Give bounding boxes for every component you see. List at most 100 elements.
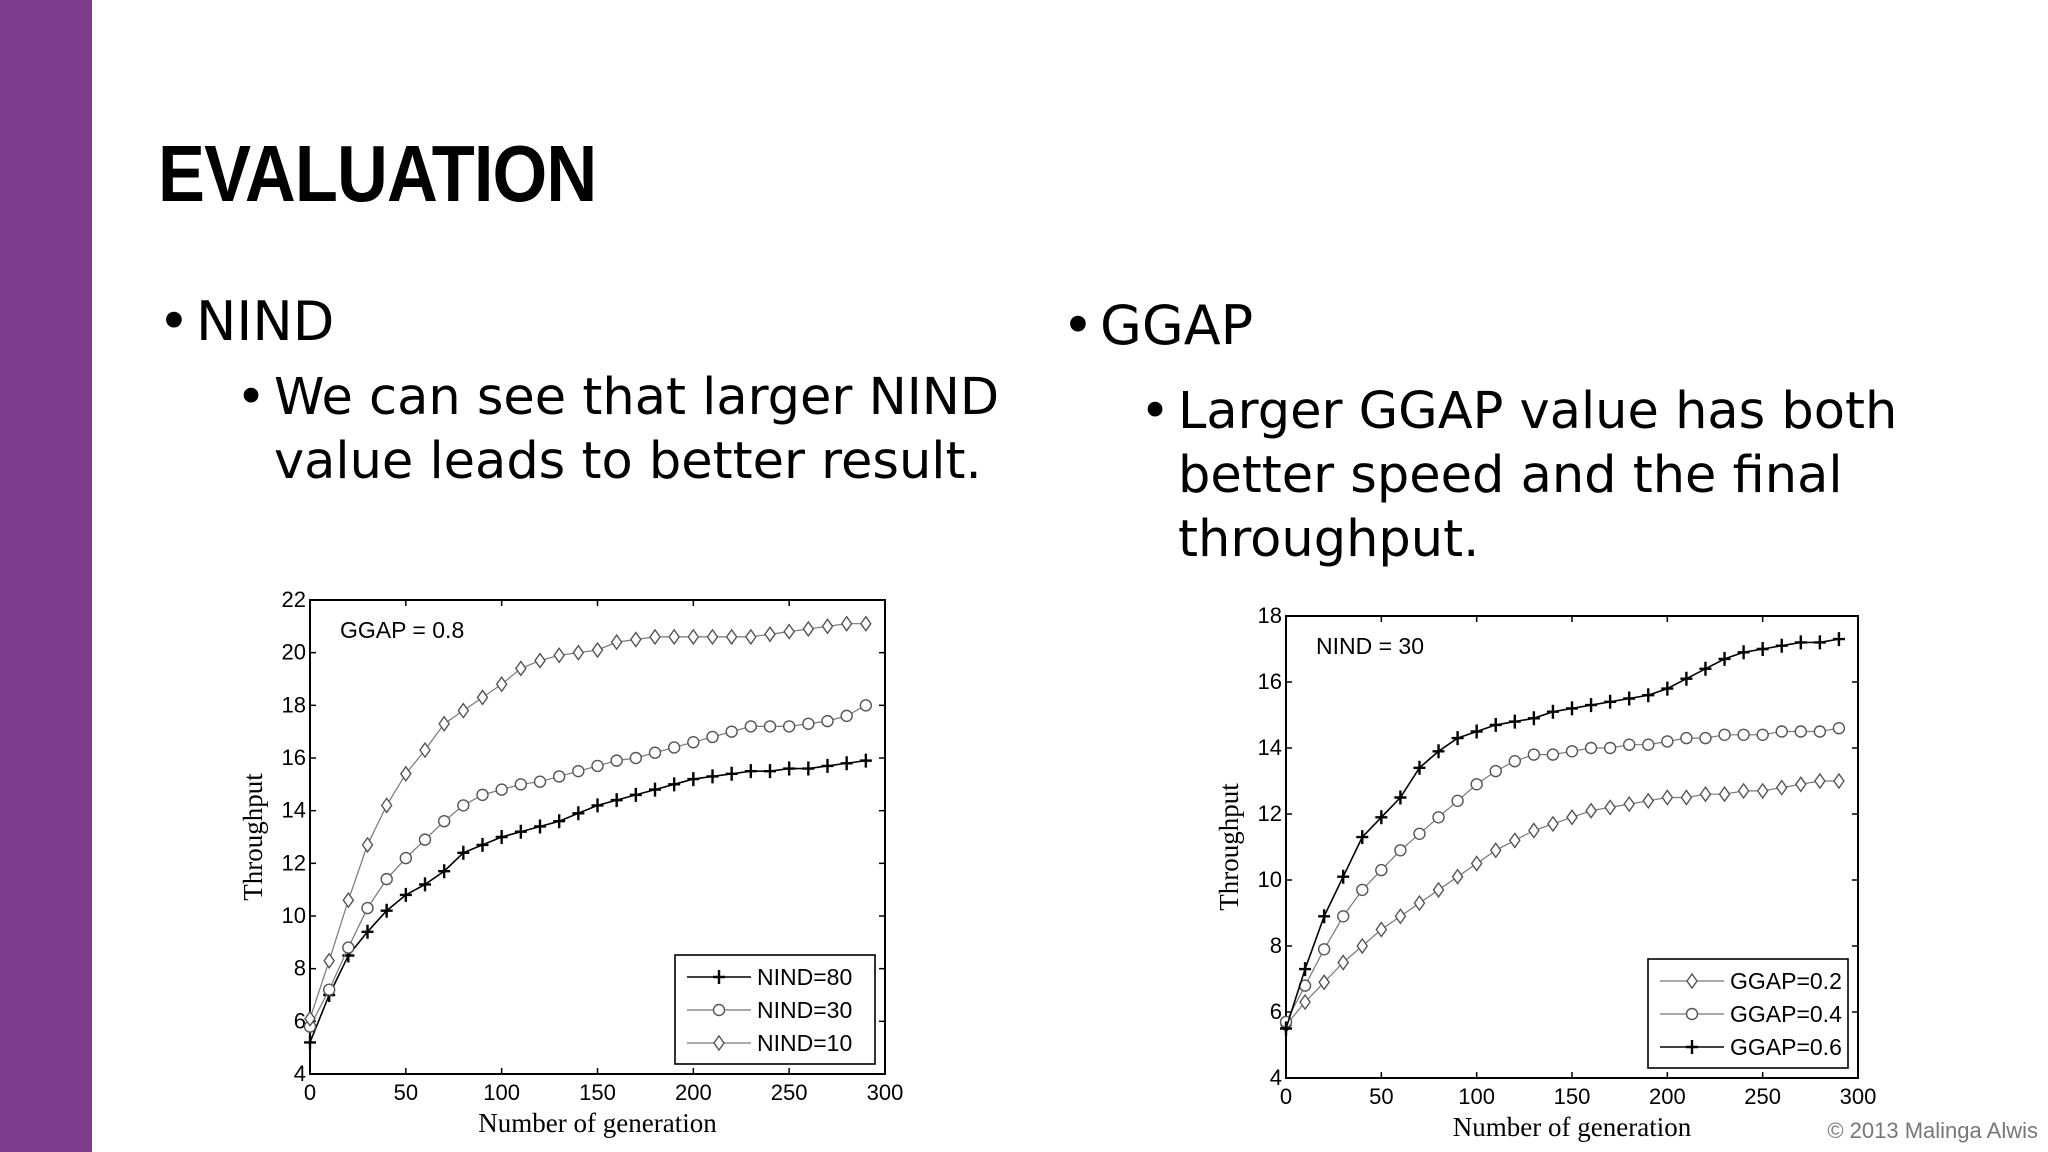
legend: NIND=80 NIND=30 NIND=10 xyxy=(674,954,876,1065)
data-point xyxy=(495,783,508,796)
data-point xyxy=(1832,632,1845,647)
y-tick-label: 8 xyxy=(294,956,306,981)
right-sub-bullet-line-3: throughput. xyxy=(1178,510,1480,569)
data-point xyxy=(783,623,796,640)
x-axis-label: Number of generation xyxy=(478,1108,717,1138)
data-point xyxy=(629,787,642,802)
data-point xyxy=(687,772,700,787)
accent-sidebar xyxy=(0,0,92,1152)
data-point xyxy=(533,775,547,788)
y-tick-label: 4 xyxy=(1270,1065,1282,1090)
legend: GGAP=0.2 GGAP=0.4 GGAP=0.6 xyxy=(1647,958,1849,1069)
data-point xyxy=(1699,661,1712,676)
bullet-dot: • xyxy=(1140,382,1171,441)
legend-marker xyxy=(1686,972,1698,990)
data-point xyxy=(1737,645,1750,660)
y-tick-label: 18 xyxy=(1258,603,1282,628)
data-point xyxy=(725,725,738,738)
data-point xyxy=(399,765,412,783)
data-point xyxy=(1451,868,1464,885)
data-point xyxy=(859,753,872,768)
data-point xyxy=(1280,1021,1292,1036)
data-point xyxy=(553,647,566,664)
x-tick-label: 100 xyxy=(1458,1084,1495,1109)
data-point xyxy=(1528,822,1540,839)
bullet-dot: • xyxy=(1062,294,1094,357)
legend-marker xyxy=(713,970,725,984)
legend-marker xyxy=(1686,1040,1698,1054)
data-point xyxy=(610,633,623,651)
x-tick-label: 300 xyxy=(867,1080,904,1105)
data-point xyxy=(1756,782,1769,800)
data-point xyxy=(552,770,566,783)
data-point xyxy=(1775,779,1788,796)
data-point xyxy=(1413,760,1426,775)
x-tick-label: 150 xyxy=(579,1080,616,1105)
data-point xyxy=(1566,701,1578,716)
data-point xyxy=(648,746,662,759)
data-point xyxy=(1356,883,1369,897)
data-point xyxy=(1413,827,1426,841)
x-tick-label: 0 xyxy=(1280,1084,1292,1109)
data-point xyxy=(1718,728,1731,742)
data-point xyxy=(1775,725,1788,738)
data-point xyxy=(821,618,834,635)
copyright: © 2013 Malinga Alwis xyxy=(1827,1118,2038,1143)
data-point xyxy=(1814,772,1826,790)
data-point xyxy=(1432,811,1445,824)
data-point xyxy=(457,845,470,860)
data-point xyxy=(802,761,815,776)
data-point xyxy=(706,730,719,744)
data-point xyxy=(380,872,393,886)
data-point xyxy=(553,814,566,829)
data-point xyxy=(419,741,431,759)
ggap-chart-svg: 0 50 100 150 200 250 300 4 6 8 10 12 14 16 18 Number of… xyxy=(1214,603,1876,1142)
data-point xyxy=(1527,748,1541,761)
chart-annotation: NIND = 30 xyxy=(1316,633,1424,659)
data-point xyxy=(1299,993,1311,1011)
data-point xyxy=(457,702,470,719)
data-point xyxy=(1833,772,1845,790)
data-point xyxy=(342,891,355,909)
series-NIND=10 xyxy=(304,615,872,1027)
left-sub-bullet: • We can see that larger NIND value lead… xyxy=(236,366,999,494)
y-tick-label: 12 xyxy=(1258,801,1282,826)
data-point xyxy=(649,628,661,646)
data-point xyxy=(1775,638,1788,653)
data-point xyxy=(304,1035,316,1050)
data-point xyxy=(744,764,757,779)
y-tick-label: 10 xyxy=(1258,867,1282,892)
legend-marker xyxy=(1685,1007,1699,1021)
y-tick-label: 16 xyxy=(282,745,306,770)
data-point xyxy=(629,631,642,648)
ggap-chart: 0 50 100 150 200 250 300 4 6 8 10 12 14 16 18 Number of… xyxy=(1210,600,1910,1150)
data-point xyxy=(514,778,528,791)
data-point xyxy=(1337,954,1350,971)
series-GGAP=0.6 xyxy=(1280,632,1845,1036)
data-point xyxy=(1642,688,1655,703)
data-point xyxy=(1394,908,1407,925)
right-sub-bullet-line-1: Larger GGAP value has both xyxy=(1178,382,1898,441)
data-point xyxy=(361,901,374,915)
data-point xyxy=(514,660,527,677)
data-point xyxy=(1547,815,1559,833)
data-point xyxy=(668,777,681,792)
data-point xyxy=(629,751,643,765)
data-point xyxy=(783,761,796,776)
right-sub-bullet-line-2: better speed and the final xyxy=(1178,446,1843,505)
data-point xyxy=(1699,731,1712,745)
data-point xyxy=(591,798,604,813)
data-point xyxy=(744,628,757,646)
data-point xyxy=(534,652,546,669)
x-tick-label: 100 xyxy=(483,1080,520,1105)
data-point xyxy=(1413,894,1426,912)
data-point xyxy=(840,615,853,632)
data-point xyxy=(361,836,374,854)
data-point xyxy=(1661,681,1674,696)
data-point xyxy=(1794,776,1807,793)
data-point xyxy=(1832,721,1846,735)
data-point xyxy=(1623,795,1636,813)
data-point xyxy=(1680,671,1693,686)
data-point xyxy=(1813,725,1827,738)
x-tick-label: 250 xyxy=(771,1080,808,1105)
